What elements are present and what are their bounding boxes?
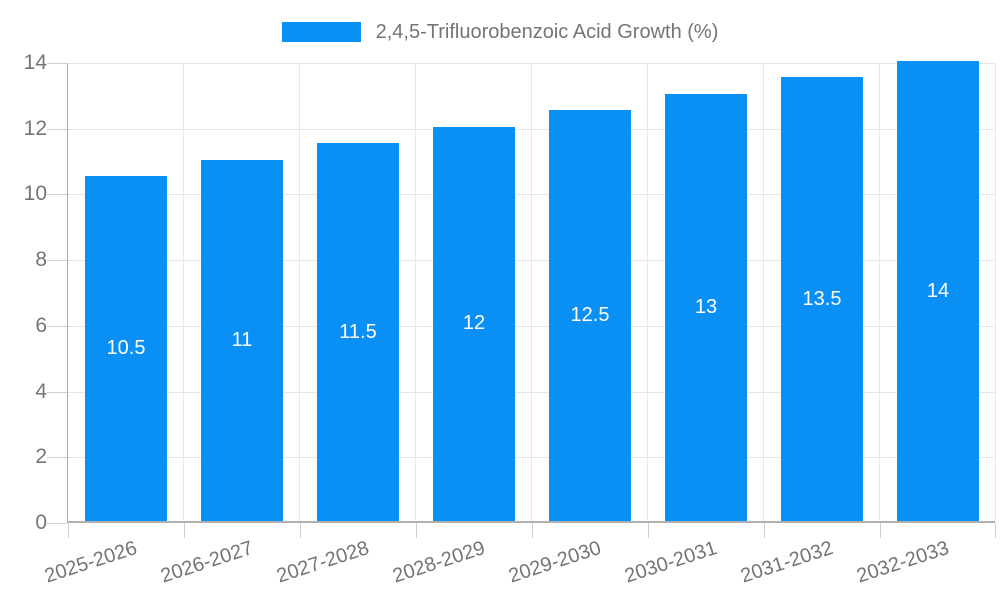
y-tick xyxy=(47,523,67,524)
bar: 13 xyxy=(665,93,747,521)
x-gridline xyxy=(299,63,300,521)
x-gridline xyxy=(995,63,996,521)
legend[interactable]: 2,4,5-Trifluorobenzoic Acid Growth (%) xyxy=(0,20,1000,44)
y-tick-label: 10 xyxy=(23,182,47,206)
y-tick-label: 4 xyxy=(35,379,47,403)
bar-value-label: 13 xyxy=(694,295,718,318)
y-tick xyxy=(47,457,67,459)
legend-label: 2,4,5-Trifluorobenzoic Acid Growth (%) xyxy=(375,21,719,43)
bar: 10.5 xyxy=(85,176,167,521)
x-gridline xyxy=(647,63,648,521)
y-tick xyxy=(47,194,67,196)
bar: 13.5 xyxy=(781,77,863,521)
x-gridline xyxy=(879,63,880,521)
x-tick xyxy=(416,523,417,538)
bar: 12 xyxy=(433,126,515,521)
bar: 11.5 xyxy=(317,143,399,521)
y-tick-label: 6 xyxy=(35,313,47,337)
x-gridline xyxy=(531,63,532,521)
x-tick xyxy=(184,523,185,538)
x-tick xyxy=(648,523,649,538)
x-tick xyxy=(68,523,69,538)
bar-value-label: 12.5 xyxy=(570,304,610,327)
y-tick-label: 14 xyxy=(23,51,47,74)
bar: 12.5 xyxy=(549,110,631,521)
x-tick xyxy=(300,523,301,538)
bar-value-label: 11.5 xyxy=(339,320,377,343)
y-tick-label: 0 xyxy=(35,511,47,534)
y-tick xyxy=(47,260,67,262)
bar-value-label: 11 xyxy=(231,328,253,351)
plot-area: 10.5 11 11.5 12 12.5 13 13.5 14 xyxy=(47,61,996,538)
y-tick xyxy=(47,325,67,327)
x-gridline xyxy=(763,63,764,521)
x-gridline xyxy=(415,63,416,521)
x-tick xyxy=(764,523,765,538)
bar: 11 xyxy=(201,159,283,521)
y-tick-label: 12 xyxy=(23,116,47,140)
x-tick xyxy=(532,523,533,538)
x-tick xyxy=(880,523,881,538)
y-tick xyxy=(47,128,67,130)
x-tick xyxy=(995,523,996,538)
bar-value-label: 10.5 xyxy=(106,337,146,359)
y-tick-label: 2 xyxy=(35,445,47,469)
y-tick xyxy=(47,63,67,64)
legend-swatch[interactable] xyxy=(281,22,361,42)
y-tick xyxy=(47,391,67,393)
y-tick-label: 8 xyxy=(35,248,47,272)
x-gridline xyxy=(183,63,184,521)
bar-value-label: 14 xyxy=(926,279,950,302)
bar-value-label: 12 xyxy=(462,312,486,335)
bar: 14 xyxy=(897,61,979,521)
bar-value-label: 13.5 xyxy=(802,287,842,310)
